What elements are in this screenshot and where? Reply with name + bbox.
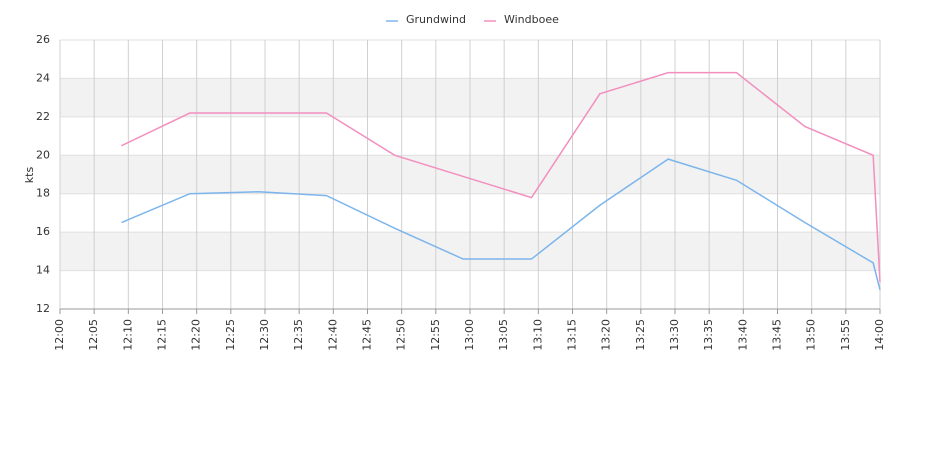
y-tick-label: 20 xyxy=(36,148,50,161)
x-tick-label: 13:00 xyxy=(463,319,476,351)
x-tick-label: 12:30 xyxy=(258,319,271,351)
x-tick-label: 13:45 xyxy=(771,319,784,351)
y-tick-label: 12 xyxy=(36,302,50,315)
x-tick-label: 12:10 xyxy=(121,319,134,351)
x-tick-label: 13:35 xyxy=(702,319,715,351)
y-tick-label: 22 xyxy=(36,110,50,123)
x-tick-label: 12:15 xyxy=(156,319,169,351)
x-tick-label: 13:30 xyxy=(668,319,681,351)
x-tick-label: 12:50 xyxy=(395,319,408,351)
x-tick-label: 12:25 xyxy=(224,319,237,351)
x-tick-label: 12:35 xyxy=(292,319,305,351)
y-tick-label: 16 xyxy=(36,225,50,238)
x-tick-label: 12:55 xyxy=(429,319,442,351)
x-tick-label: 13:40 xyxy=(736,319,749,351)
line-series xyxy=(121,158,881,290)
x-tick-label: 13:50 xyxy=(805,319,818,351)
y-tick-label: 26 xyxy=(36,33,50,46)
y-tick-label: 14 xyxy=(36,264,50,277)
x-tick-label: 12:20 xyxy=(190,319,203,351)
line-series xyxy=(121,71,881,283)
y-tick-label: 24 xyxy=(36,71,50,84)
x-tick-label: 13:55 xyxy=(839,319,852,351)
x-tick-label: 14:00 xyxy=(873,319,886,351)
x-tick-label: 12:05 xyxy=(87,319,100,351)
y-axis-label: kts xyxy=(23,167,36,184)
x-tick-label: 12:45 xyxy=(361,319,374,351)
x-tick-label: 12:00 xyxy=(53,319,66,351)
x-tick-label: 13:25 xyxy=(634,319,647,351)
x-tick-label: 13:20 xyxy=(600,319,613,351)
x-tick-label: 12:40 xyxy=(326,319,339,351)
x-tick-label: 13:10 xyxy=(531,319,544,351)
x-tick-label: 13:05 xyxy=(497,319,510,351)
x-tick-label: 13:15 xyxy=(566,319,579,351)
y-tick-label: 18 xyxy=(36,187,50,200)
legend-label: Grundwind xyxy=(406,13,466,26)
legend-label: Windboee xyxy=(504,13,559,26)
